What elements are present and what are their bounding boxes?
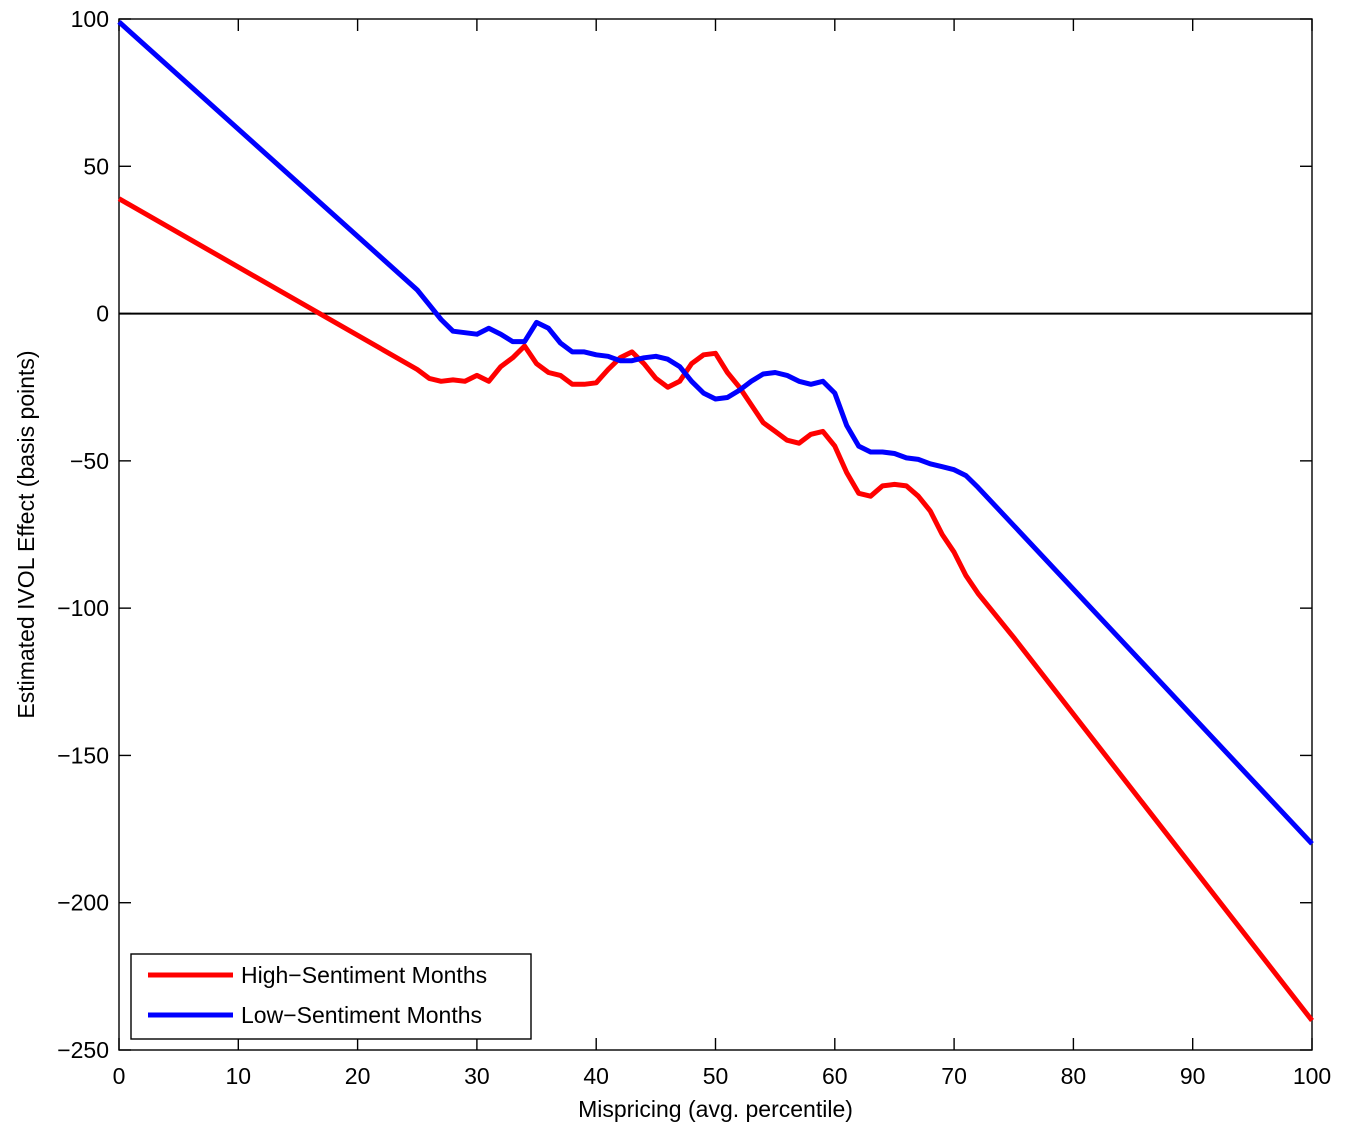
x-tick-label: 80 <box>1061 1063 1087 1089</box>
y-tick-label: −150 <box>57 742 109 768</box>
x-axis-label: Mispricing (avg. percentile) <box>578 1096 853 1122</box>
y-tick-label: −50 <box>70 448 109 474</box>
series-line-high-sentiment <box>117 196 1314 1023</box>
x-tick-label: 90 <box>1180 1063 1206 1089</box>
x-tick-label: 50 <box>703 1063 729 1089</box>
x-tick-label: 30 <box>464 1063 490 1089</box>
x-tick-label: 60 <box>822 1063 848 1089</box>
plot-area-frame <box>118 18 1313 1051</box>
series-lines <box>117 20 1314 1023</box>
series-line-low-sentiment <box>117 20 1314 846</box>
x-tick-label: 40 <box>583 1063 609 1089</box>
legend-label-low-sentiment: Low−Sentiment Months <box>241 1002 482 1028</box>
axis-ticks: 0 10 20 30 40 50 60 70 80 90 100 −250 −200 −150 −100 −5… <box>57 6 1331 1089</box>
y-tick-label: −200 <box>57 890 109 916</box>
x-tick-label: 10 <box>226 1063 252 1089</box>
y-axis-label: Estimated IVOL Effect (basis points) <box>13 350 39 718</box>
y-tick-label: −100 <box>57 595 109 621</box>
y-tick-label: 100 <box>71 6 109 32</box>
y-tick-label: 50 <box>83 153 109 179</box>
x-tick-label: 70 <box>941 1063 967 1089</box>
legend: High−Sentiment Months Low−Sentiment Mont… <box>130 953 532 1040</box>
x-tick-label: 0 <box>113 1063 126 1089</box>
y-tick-label: 0 <box>96 301 109 327</box>
x-tick-label: 100 <box>1293 1063 1331 1089</box>
legend-box <box>130 953 532 1040</box>
y-tick-label: −250 <box>57 1037 109 1063</box>
x-tick-label: 20 <box>345 1063 371 1089</box>
legend-label-high-sentiment: High−Sentiment Months <box>241 962 487 988</box>
